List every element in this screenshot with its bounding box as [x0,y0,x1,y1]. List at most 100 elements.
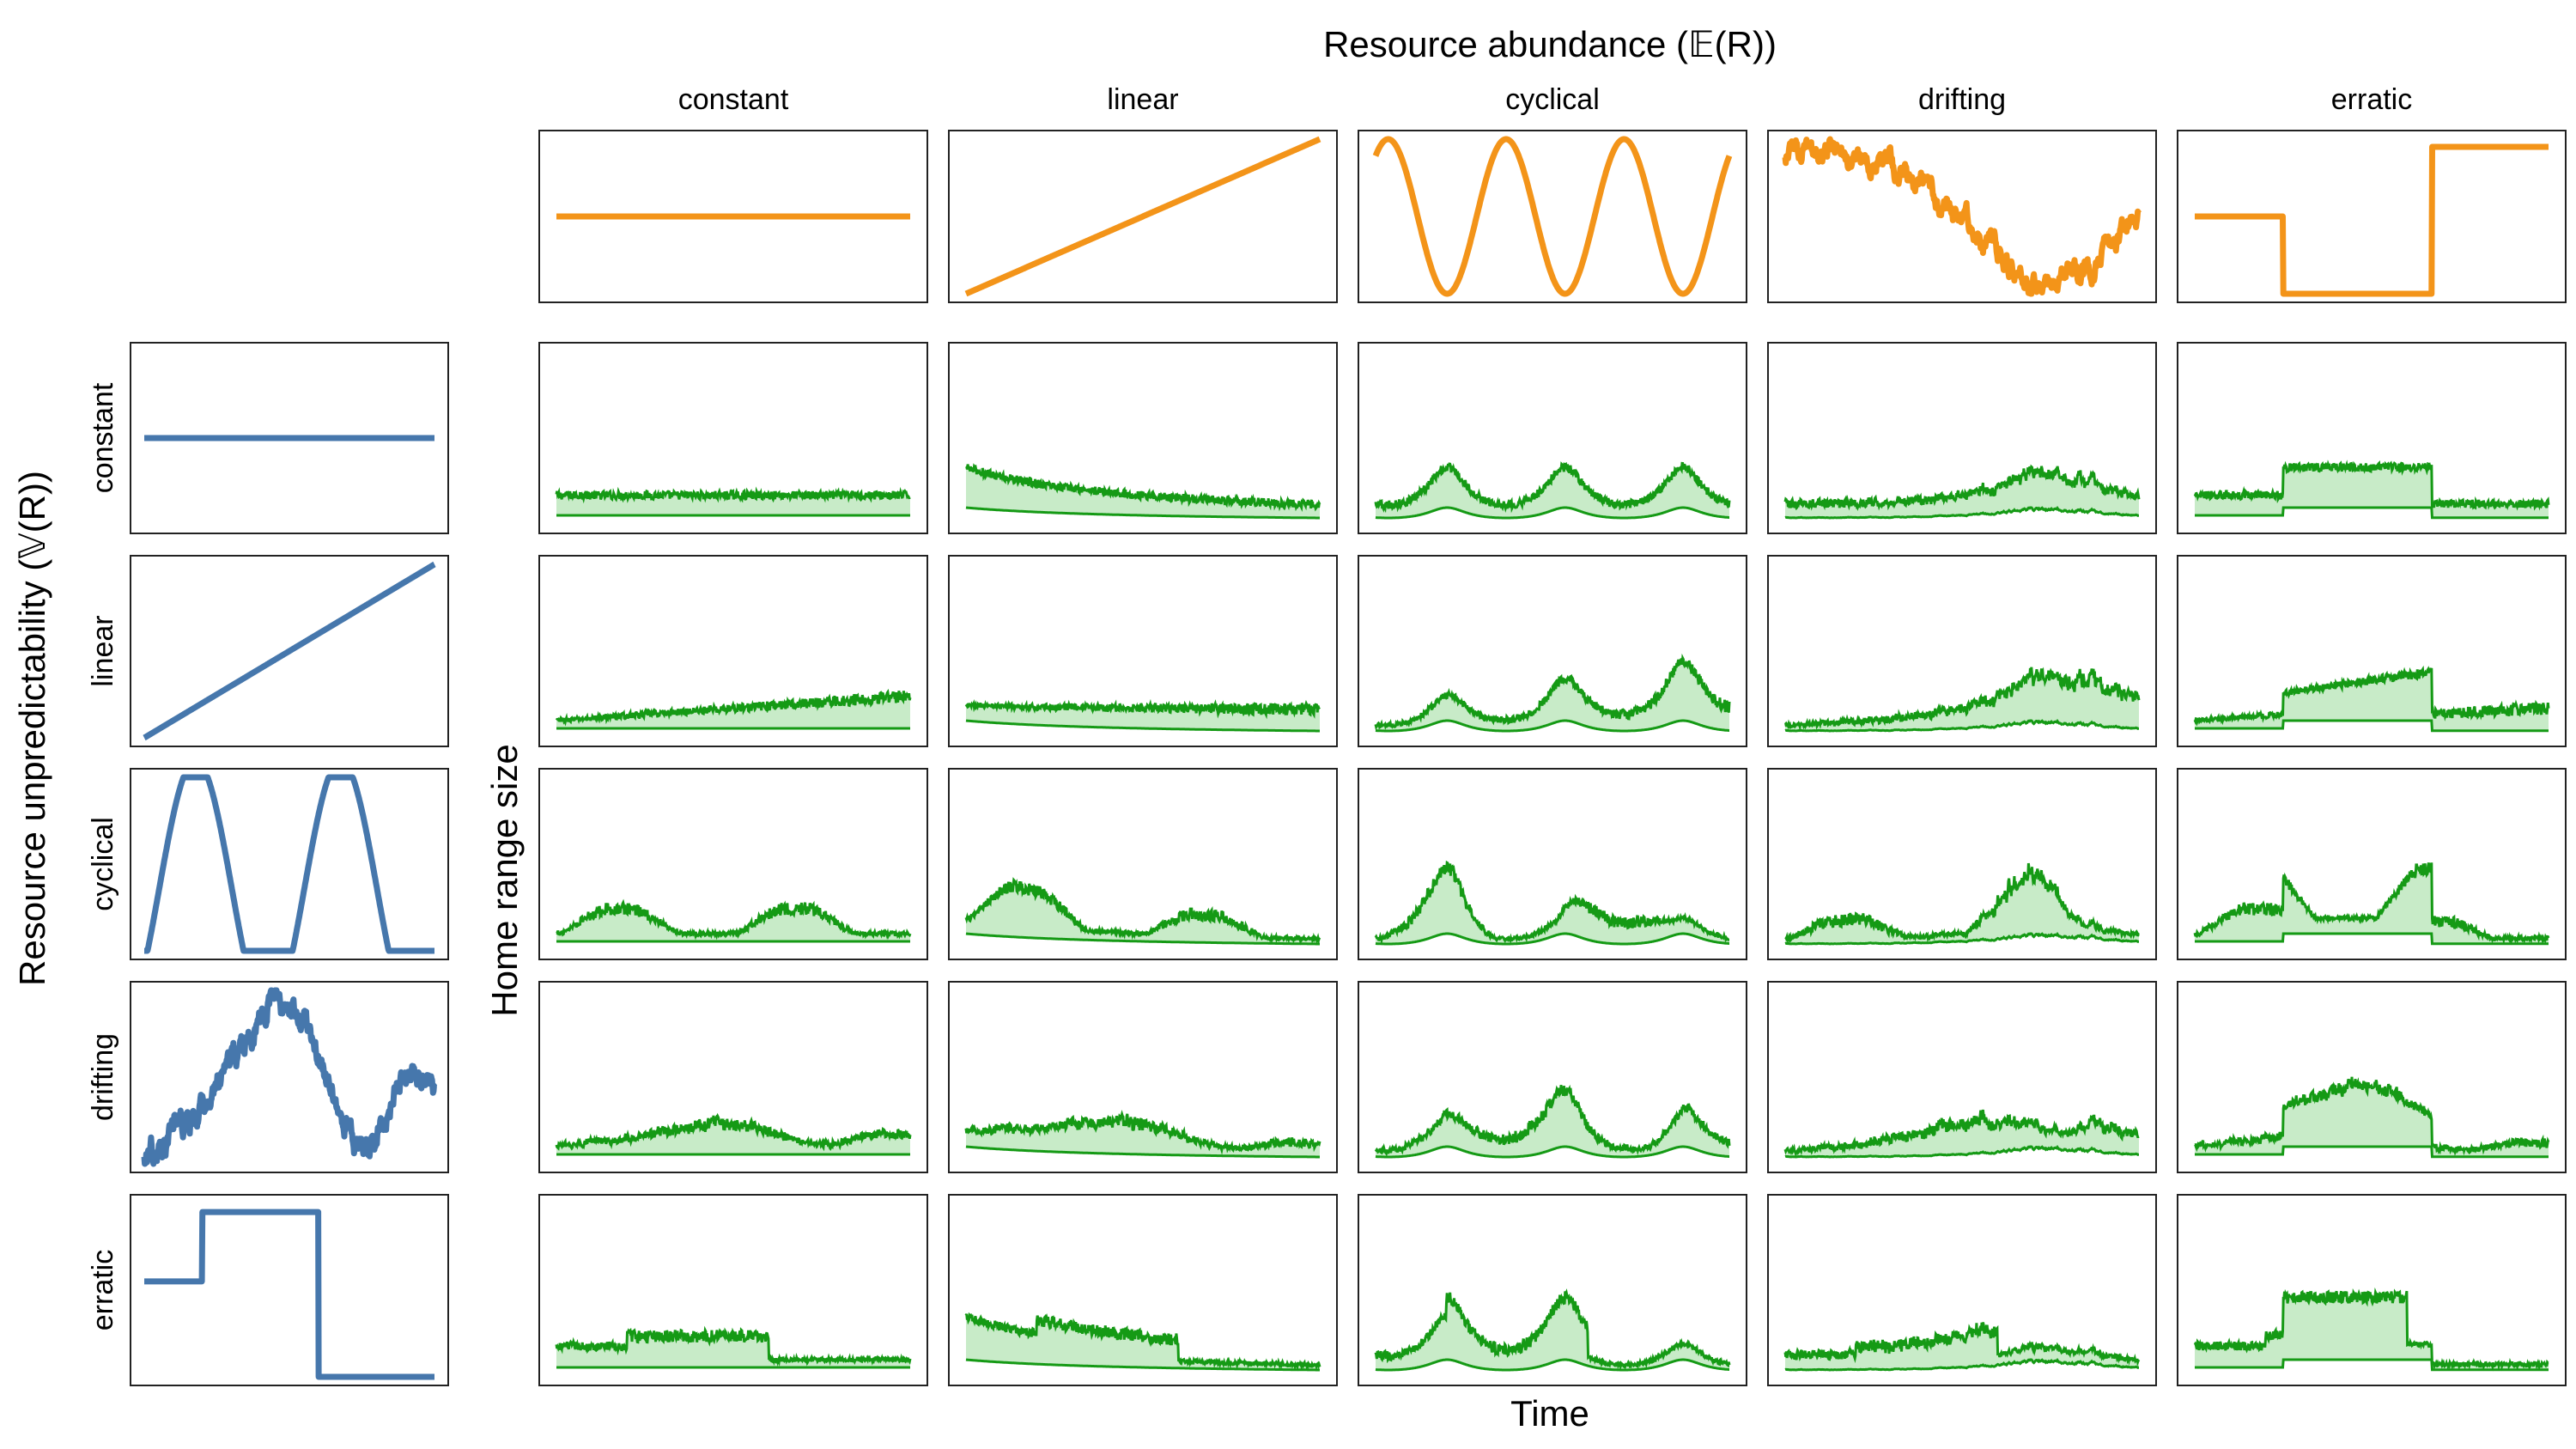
home-range-panel [1767,768,2157,960]
home-range-upper-line [2193,862,2550,946]
unpredictability-panel-erratic [130,1194,449,1386]
column-header-linear: linear [1107,83,1178,116]
home-range-band [2195,862,2549,944]
home-range-upper-line [1374,860,1730,945]
home-range-band [1785,1322,2139,1370]
home-range-upper-line [1374,1288,1731,1371]
home-range-upper-line [964,698,1321,720]
home-range-upper-line [1783,1109,2140,1159]
home-range-band [966,880,1320,944]
home-range-upper-line [964,1312,1321,1372]
home-range-lower-line [2195,506,2549,520]
home-range-lower-line [1784,1144,2139,1159]
home-range-panel [538,342,928,534]
home-range-lower-line [1375,932,1729,946]
home-range-lower-line [2195,1145,2549,1159]
home-range-band [1376,463,1729,518]
home-range-upper-line [965,463,1321,512]
home-range-upper-line [555,486,911,504]
home-range-panel [948,768,1338,960]
column-header-erratic: erratic [2331,83,2412,116]
home-range-lower-line [965,1145,1320,1159]
abundance-line [963,136,1322,297]
home-range-band [1376,658,1729,731]
home-range-panel [1767,342,2157,534]
row-headers: constant linear cyclical drifting erratic [87,382,119,1330]
y-axis-label: Home range size [484,744,525,1016]
unpredictability-line [142,774,437,954]
home-range-upper-line [964,877,1321,946]
abundance-panel-linear [948,130,1338,303]
home-range-panel [1767,1194,2157,1386]
home-range-lower-line [2195,719,2549,733]
home-range-panel [1358,342,1747,534]
home-range-upper-line [555,688,912,727]
top-title: Resource abundance (𝔼(R)) [1323,24,1777,64]
home-range-panel [538,555,928,747]
home-range-band [1376,1291,1729,1370]
unpredictability-panel-frame [130,1194,449,1386]
home-range-upper-line [1784,862,2140,944]
home-range-band [1785,667,2139,731]
home-range-upper-line [1374,653,1731,731]
x-axis-label: Time [1510,1393,1589,1434]
home-range-panel [2177,1194,2567,1386]
abundance-panel-cyclical [1358,130,1747,303]
unpredictability-panel-constant [130,342,449,534]
home-range-lower-line [1784,505,2139,520]
row-header-linear: linear [87,615,119,686]
home-range-panel [948,1194,1338,1386]
home-range-lower-line [2195,932,2549,946]
home-range-panel [1358,981,1747,1173]
left-title: Resource unpredictability (𝕍(R)) [12,471,52,986]
home-range-upper-line [2193,460,2550,511]
abundance-line [1782,136,2142,297]
abundance-panel-drifting [1767,130,2157,303]
home-range-lower-line [965,719,1320,733]
home-range-panel [2177,981,2567,1173]
home-range-upper-line [1374,1084,1731,1158]
home-range-upper-line [2193,1287,2549,1372]
abundance-line [2192,143,2551,297]
home-range-lower-line [1784,931,2139,946]
home-range-upper-line [1783,667,2141,732]
home-range-lower-line [1784,718,2139,733]
home-range-panel [1358,555,1747,747]
home-range-upper-line [964,1109,1321,1155]
column-header-constant: constant [678,83,789,116]
home-range-band [1376,1085,1729,1157]
home-range-upper-line [556,898,912,941]
unpredictability-line [142,1209,437,1380]
home-range-upper-line [555,1112,912,1152]
home-range-panel [2177,768,2567,960]
row-header-cyclical: cyclical [87,817,119,911]
column-headers: constant linear cyclical drifting erratic [678,83,2413,116]
home-range-lower-line [1784,1357,2139,1372]
home-range-lower-line [1375,1145,1729,1159]
home-range-panel [1358,768,1747,960]
panel-grid [130,130,2567,1386]
home-range-upper-line [2194,1076,2550,1156]
column-header-drifting: drifting [1918,83,2006,116]
unpredictability-panel-drifting [130,981,449,1173]
home-range-panel [948,555,1338,747]
home-range-panel [1767,981,2157,1173]
unpredictability-line [141,987,438,1167]
home-range-panel [1358,1194,1747,1386]
home-range-lower-line [2195,1358,2549,1372]
home-range-panel [948,981,1338,1173]
home-range-panel [538,768,928,960]
unpredictability-panel-cyclical [130,768,449,960]
home-range-upper-line [1783,1322,2141,1367]
abundance-panel-erratic [2177,130,2567,303]
home-range-lower-line [965,932,1320,946]
home-range-panel [1767,555,2157,747]
home-range-panel [2177,555,2567,747]
home-range-lower-line [1375,506,1729,520]
home-range-lower-line [965,1358,1320,1372]
abundance-panel-constant [538,130,928,303]
unpredictability-panel-frame [130,768,449,960]
home-range-band [2195,1076,2549,1157]
column-header-cyclical: cyclical [1505,83,1600,116]
row-header-constant: constant [87,382,119,493]
